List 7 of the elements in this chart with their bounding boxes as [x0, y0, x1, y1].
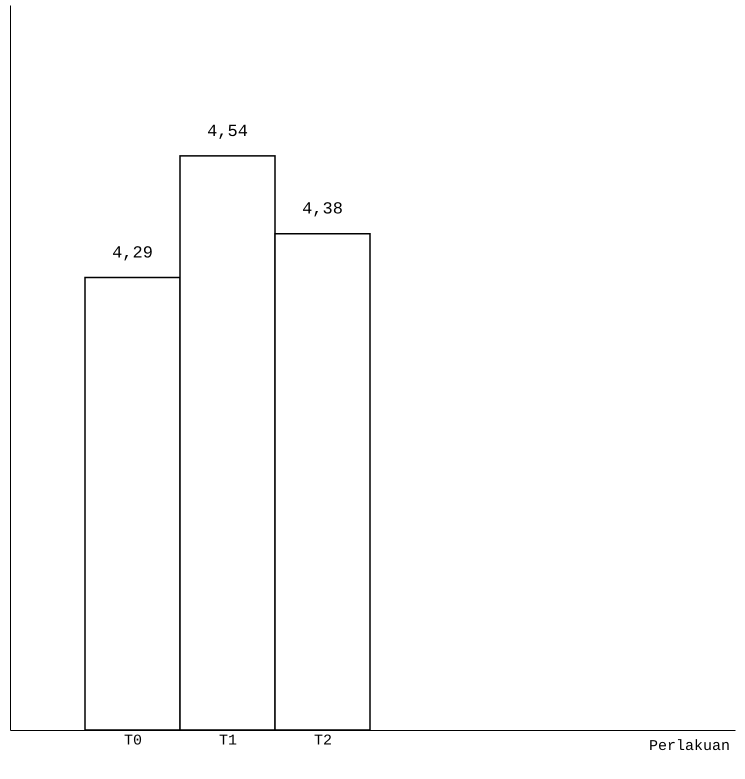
x-tick-label: T2 [314, 732, 332, 750]
data-label: 4,54 [207, 122, 248, 142]
x-tick-label: T0 [124, 732, 142, 750]
data-label: 4,38 [302, 200, 343, 220]
text: Perlakuan [648, 738, 730, 755]
data-label: 4,29 [112, 244, 153, 264]
x-tick-label: T1 [218, 732, 238, 750]
